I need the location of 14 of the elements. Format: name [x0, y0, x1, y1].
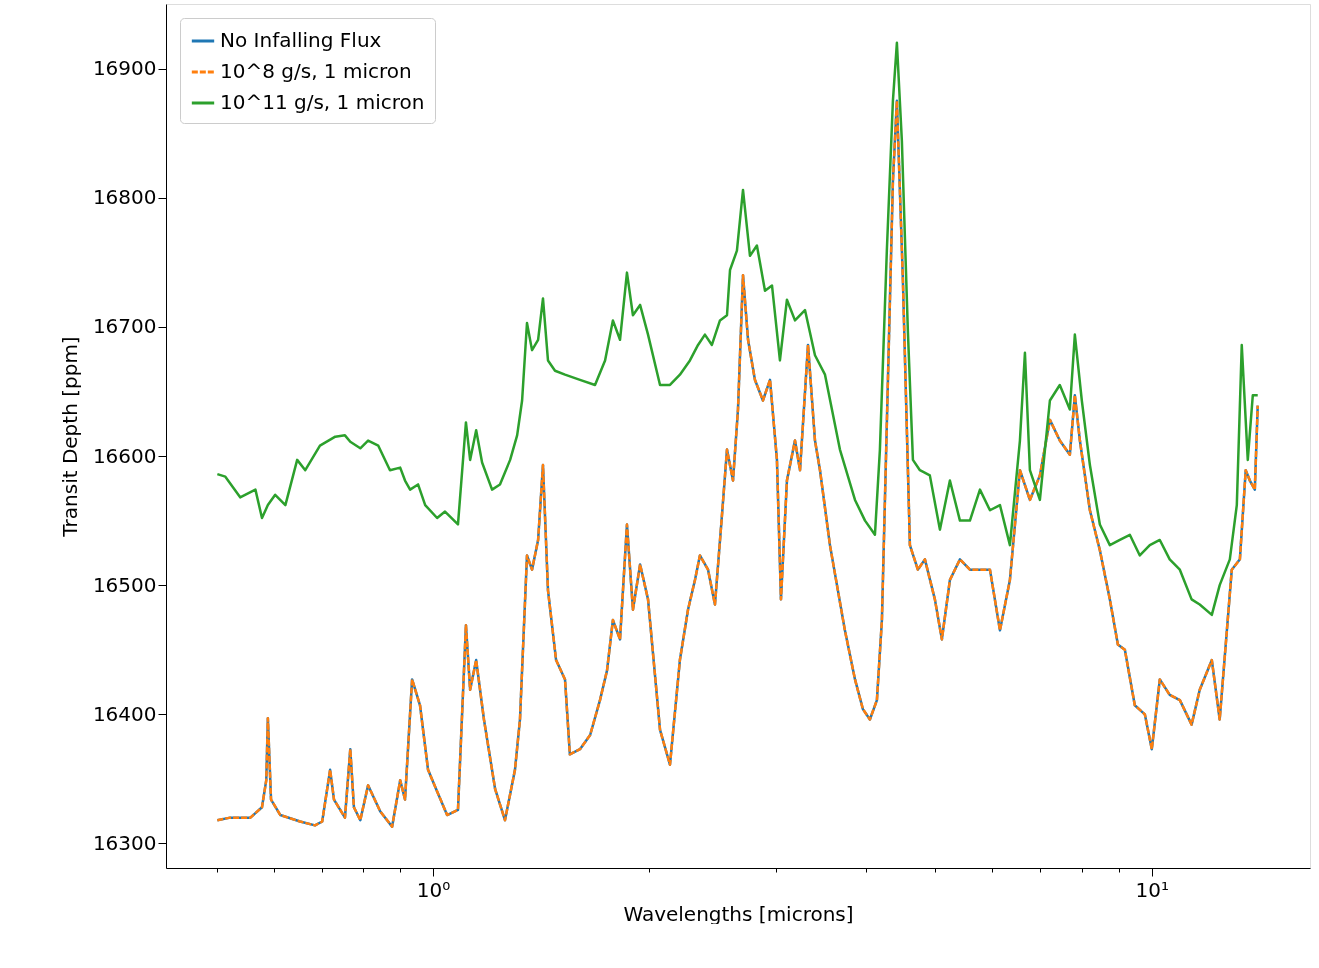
legend-label: 10^11 g/s, 1 micron: [220, 90, 425, 114]
y-tick-label: 16400: [92, 701, 157, 726]
y-tick-label: 16900: [92, 56, 157, 81]
x-tick-label: 10⁰: [416, 877, 451, 902]
y-tick-label: 16800: [92, 185, 157, 210]
y-axis-title: Transit Depth [ppm]: [57, 336, 82, 538]
legend-label: No Infalling Flux: [220, 28, 382, 52]
y-tick-label: 16700: [92, 314, 157, 339]
y-tick-label: 16600: [92, 443, 157, 468]
y-tick-label: 16500: [92, 572, 157, 597]
y-tick-label: 16300: [92, 830, 157, 855]
x-axis-title: Wavelengths [microns]: [623, 901, 854, 926]
x-tick-label: 10¹: [1135, 877, 1170, 902]
legend-label: 10^8 g/s, 1 micron: [220, 59, 412, 83]
